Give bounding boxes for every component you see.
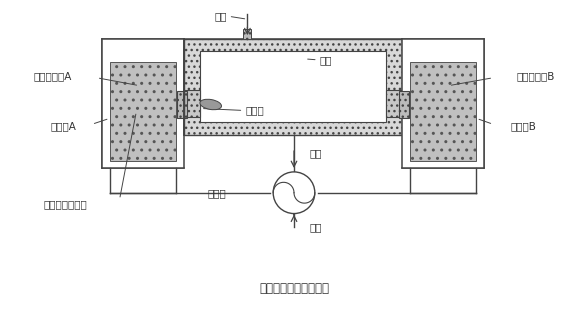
Bar bbox=[184, 39, 402, 135]
Bar bbox=[402, 39, 485, 168]
Bar bbox=[184, 89, 200, 117]
Text: 烧嘴砖: 烧嘴砖 bbox=[245, 105, 264, 115]
Bar bbox=[243, 29, 251, 39]
Ellipse shape bbox=[200, 99, 222, 110]
Bar bbox=[399, 91, 409, 118]
Text: 蓄热体A: 蓄热体A bbox=[50, 121, 76, 131]
Text: 空气: 空气 bbox=[310, 223, 322, 233]
Bar bbox=[109, 62, 176, 161]
Text: 炉体: 炉体 bbox=[320, 55, 332, 65]
Text: 蓄热式烧嘴B: 蓄热式烧嘴B bbox=[516, 71, 554, 81]
Text: 燃料: 燃料 bbox=[215, 11, 227, 21]
Bar bbox=[200, 51, 386, 122]
Bar bbox=[177, 91, 187, 118]
Bar bbox=[386, 89, 402, 117]
Text: 蓄热式烧嘴A: 蓄热式烧嘴A bbox=[34, 71, 72, 81]
Text: 换向阀: 换向阀 bbox=[208, 188, 226, 198]
Bar bbox=[102, 39, 184, 168]
Circle shape bbox=[273, 172, 315, 214]
Text: 蜂窝陶瓷蓄热体: 蜂窝陶瓷蓄热体 bbox=[43, 200, 87, 210]
Text: 蓄热式燃烧技术原理图: 蓄热式燃烧技术原理图 bbox=[259, 282, 329, 296]
Text: 蓄热体B: 蓄热体B bbox=[510, 121, 536, 131]
Bar bbox=[410, 62, 476, 161]
Text: 烟气: 烟气 bbox=[310, 148, 322, 158]
